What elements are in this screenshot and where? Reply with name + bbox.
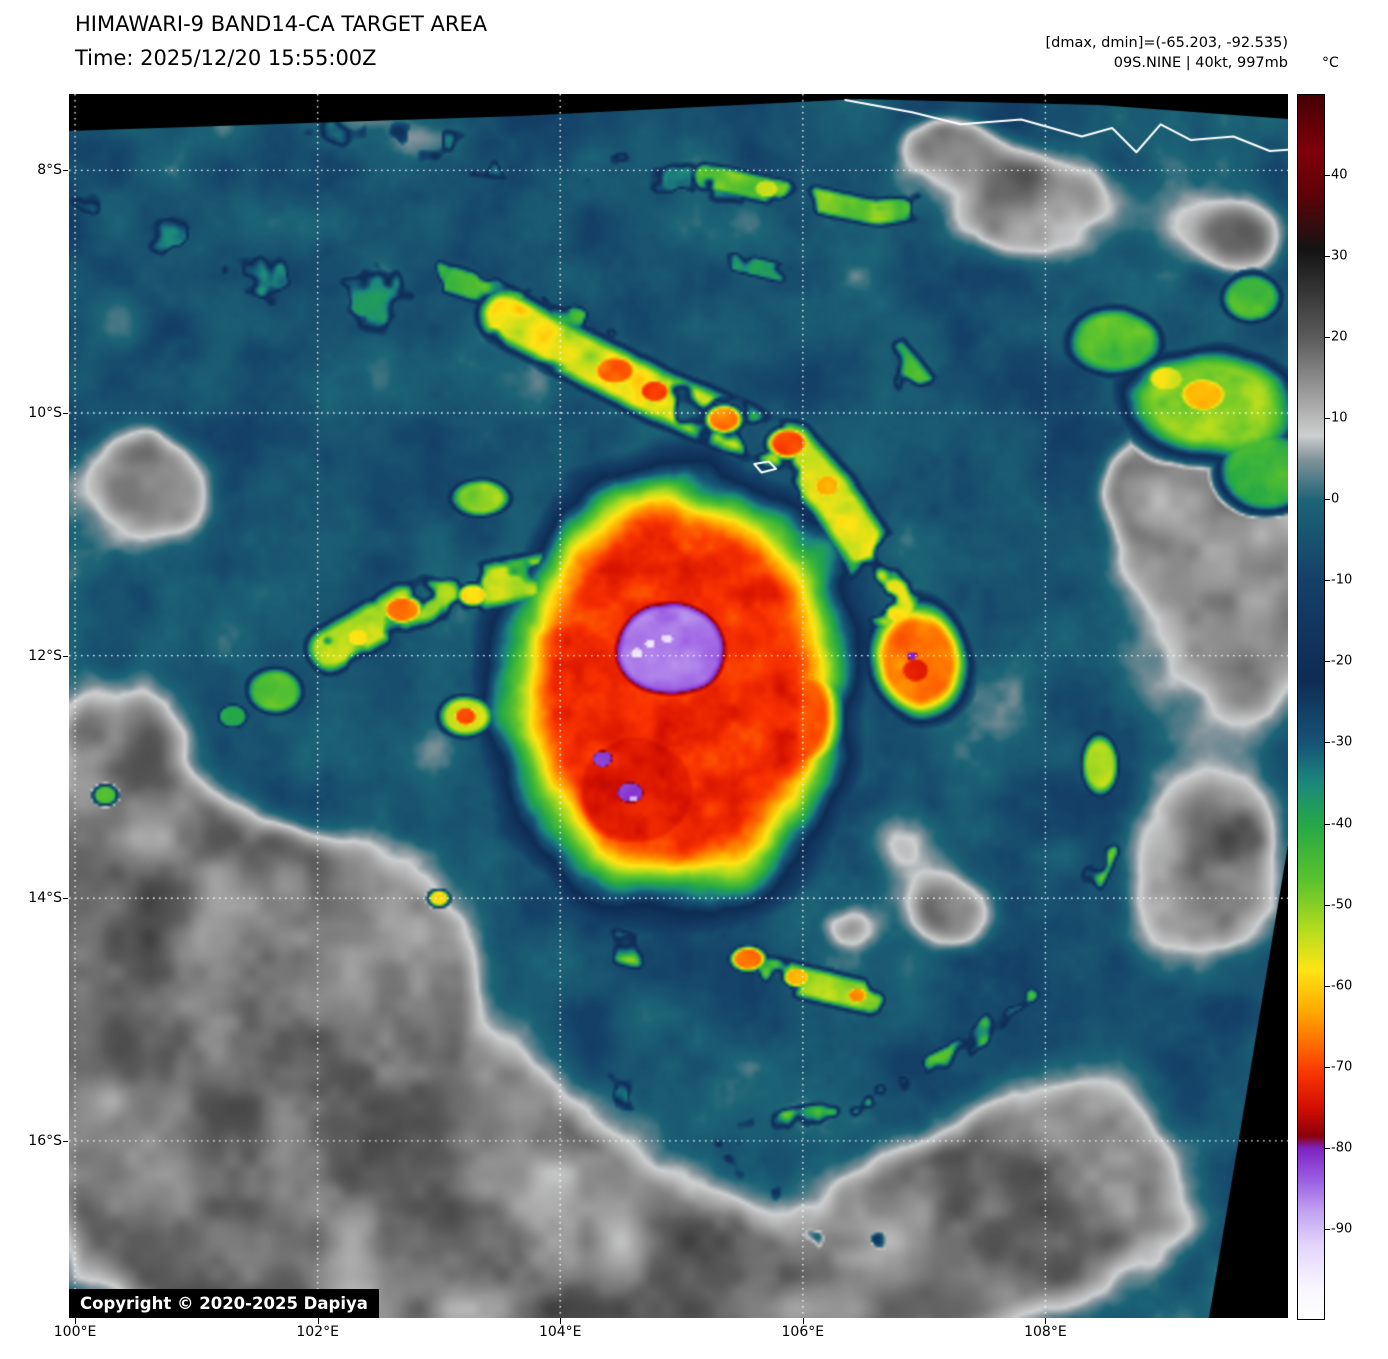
colorbar-tick-mark bbox=[1325, 1147, 1330, 1149]
lon-tick-mark bbox=[75, 1318, 77, 1324]
colorbar-tick-label: -90 bbox=[1331, 1221, 1353, 1237]
colorbar-tick-label: 0 bbox=[1331, 491, 1340, 507]
lon-tick-label: 108°E bbox=[1024, 1324, 1067, 1340]
colorbar-tick-mark bbox=[1325, 580, 1330, 582]
colorbar-tick-mark bbox=[1325, 175, 1330, 177]
colorbar-tick-label: -60 bbox=[1331, 978, 1353, 994]
colorbar-tick-mark bbox=[1325, 1066, 1330, 1068]
colorbar-tick-label: -10 bbox=[1331, 572, 1353, 588]
lon-tick-label: 100°E bbox=[53, 1324, 97, 1340]
lat-tick-label: 8°S bbox=[37, 162, 62, 179]
colorbar-tick-label: -50 bbox=[1331, 897, 1353, 913]
lon-tick-mark bbox=[802, 1318, 804, 1324]
colorbar-tick-mark bbox=[1325, 256, 1330, 258]
copyright-badge: Copyright © 2020-2025 Dapiya bbox=[69, 1289, 379, 1318]
lat-tick-mark bbox=[63, 655, 68, 657]
satellite-map bbox=[69, 94, 1288, 1318]
colorbar-tick-label: 40 bbox=[1331, 167, 1348, 183]
colorbar-tick-mark bbox=[1325, 337, 1330, 339]
lat-tick-label: 16°S bbox=[28, 1132, 62, 1149]
colorbar-tick-label: -80 bbox=[1331, 1140, 1353, 1156]
colorbar-tick-mark bbox=[1325, 904, 1330, 906]
lat-tick-mark bbox=[63, 898, 68, 900]
lat-tick-label: 12°S bbox=[28, 647, 62, 664]
lat-tick-mark bbox=[63, 170, 68, 172]
colorbar-tick-mark bbox=[1325, 1228, 1330, 1230]
colorbar-tick-label: 10 bbox=[1331, 410, 1348, 426]
colorbar-tick-mark bbox=[1325, 742, 1330, 744]
storm-info-label: 09S.NINE | 40kt, 997mb bbox=[1113, 55, 1288, 71]
lat-tick-label: 10°S bbox=[28, 405, 62, 422]
colorbar-tick-label: -20 bbox=[1331, 653, 1353, 669]
colorbar-tick-mark bbox=[1325, 985, 1330, 987]
lat-tick-mark bbox=[63, 413, 68, 415]
lon-tick-mark bbox=[560, 1318, 562, 1324]
satellite-map-canvas bbox=[69, 94, 1288, 1318]
colorbar-tick-label: 30 bbox=[1331, 248, 1348, 264]
colorbar-tick-label: -30 bbox=[1331, 734, 1353, 750]
lat-tick-mark bbox=[63, 1140, 68, 1142]
colorbar-tick-mark bbox=[1325, 661, 1330, 663]
lon-tick-label: 106°E bbox=[781, 1324, 825, 1340]
colorbar-tick-mark bbox=[1325, 418, 1330, 420]
colorbar-tick-mark bbox=[1325, 823, 1330, 825]
lon-tick-mark bbox=[1045, 1318, 1047, 1324]
lon-tick-mark bbox=[317, 1318, 319, 1324]
colorbar-tick-label: -40 bbox=[1331, 816, 1353, 832]
lat-tick-label: 14°S bbox=[28, 890, 62, 907]
colorbar-unit-label: °C bbox=[1322, 55, 1339, 71]
colorbar-tick-mark bbox=[1325, 499, 1330, 501]
timestamp-label: Time: 2025/12/20 15:55:00Z bbox=[75, 46, 377, 70]
colorbar-tick-label: 20 bbox=[1331, 329, 1348, 345]
colorbar-tick-label: -70 bbox=[1331, 1059, 1353, 1075]
lon-tick-label: 104°E bbox=[538, 1324, 582, 1340]
lon-tick-label: 102°E bbox=[296, 1324, 339, 1340]
page-title: HIMAWARI-9 BAND14-CA TARGET AREA bbox=[75, 12, 488, 36]
dmax-dmin-label: [dmax, dmin]=(-65.203, -92.535) bbox=[1045, 35, 1289, 51]
colorbar-gradient-canvas bbox=[1297, 94, 1325, 1320]
